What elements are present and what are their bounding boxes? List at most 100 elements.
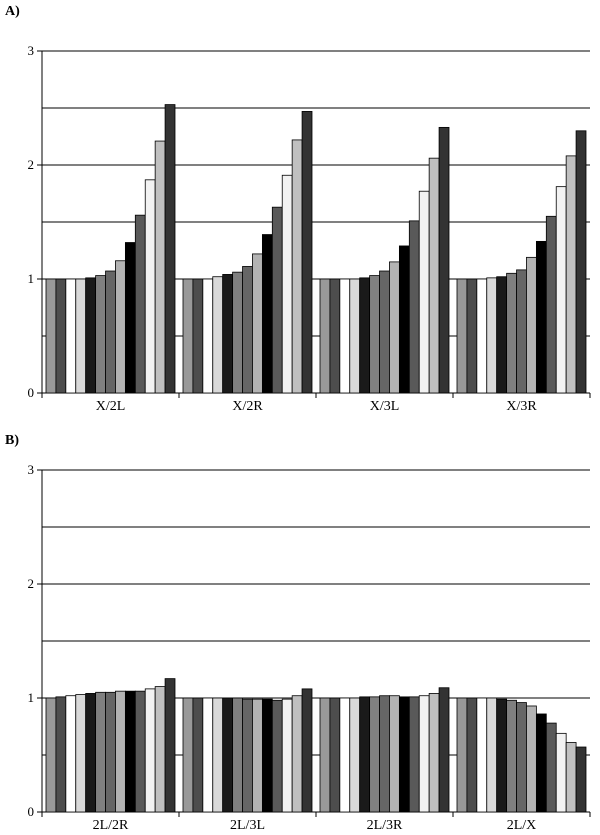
- bar-a-3-7: [526, 256, 537, 394]
- bar-a-0-0: [45, 278, 57, 394]
- bar-b-0-10: [144, 688, 156, 813]
- bar-b-0-12: [164, 678, 176, 813]
- bar-a-1-9: [271, 206, 283, 394]
- bar-a-3-1: [466, 278, 478, 394]
- bar-b-3-7: [526, 705, 537, 813]
- bar-a-1-8: [261, 234, 273, 394]
- bar-a-0-12: [164, 104, 176, 394]
- bar-b-2-8: [398, 696, 410, 813]
- bar-b-0-5: [95, 691, 106, 813]
- bar-b-0-3: [75, 694, 87, 813]
- bar-b-1-9: [271, 699, 283, 813]
- bar-a-1-4: [222, 274, 234, 394]
- category-label-a-3: X/3R: [506, 399, 537, 414]
- bar-a-0-7: [115, 260, 126, 394]
- panel-b-label: B): [5, 433, 19, 448]
- bar-b-0-1: [55, 696, 67, 813]
- bar-a-0-3: [75, 278, 87, 394]
- bar-a-1-6: [242, 266, 253, 394]
- bar-b-3-6: [516, 702, 527, 813]
- bar-b-2-4: [359, 696, 371, 813]
- bar-a-2-5: [369, 275, 380, 394]
- bar-b-0-7: [115, 690, 126, 813]
- bar-a-2-11: [428, 157, 440, 394]
- bar-a-0-9: [134, 214, 146, 394]
- bar-a-2-9: [408, 220, 420, 394]
- bar-b-1-2: [202, 697, 214, 813]
- bar-a-3-4: [496, 276, 508, 394]
- y-tick-label-a-0: 0: [28, 385, 35, 400]
- bar-b-3-3: [486, 697, 498, 813]
- bar-b-0-8: [124, 690, 136, 813]
- bar-b-2-9: [408, 696, 420, 813]
- bar-a-3-5: [506, 272, 517, 394]
- category-label-b-3: 2L/X: [507, 818, 537, 833]
- bar-a-1-10: [281, 174, 293, 394]
- bar-a-1-11: [291, 139, 303, 394]
- bar-b-1-10: [281, 698, 293, 813]
- bar-b-0-2: [65, 695, 77, 813]
- bar-a-1-5: [232, 271, 243, 394]
- bar-a-1-1: [192, 278, 204, 394]
- y-tick-label-a-1: 1: [28, 271, 35, 286]
- bar-a-0-6: [105, 270, 116, 394]
- y-tick-label-b-2: 2: [28, 576, 35, 591]
- bar-b-1-3: [212, 697, 224, 813]
- bar-a-2-10: [418, 190, 430, 394]
- bar-b-2-7: [389, 695, 400, 813]
- bar-a-2-3: [349, 278, 361, 394]
- bar-a-0-11: [154, 140, 166, 394]
- bar-b-1-6: [242, 698, 253, 813]
- category-label-a-0: X/2L: [96, 399, 126, 414]
- bar-a-3-10: [555, 186, 567, 394]
- bar-a-3-12: [575, 130, 587, 394]
- category-label-a-1: X/2R: [232, 399, 263, 414]
- bar-b-3-11: [565, 742, 577, 813]
- bar-b-2-11: [428, 693, 440, 813]
- bar-a-0-4: [85, 277, 97, 394]
- y-tick-label-b-0: 0: [28, 804, 35, 819]
- category-label-a-2: X/3L: [370, 399, 400, 414]
- bar-b-3-4: [496, 698, 508, 813]
- bar-b-1-8: [261, 698, 273, 813]
- bar-b-2-1: [329, 697, 341, 813]
- bar-b-0-9: [134, 690, 146, 813]
- bar-a-3-2: [476, 278, 488, 394]
- bar-a-3-11: [565, 155, 577, 394]
- bar-b-2-12: [438, 687, 450, 813]
- bar-a-2-4: [359, 277, 371, 394]
- bar-a-1-7: [252, 253, 263, 394]
- category-label-b-0: 2L/2R: [93, 818, 129, 833]
- bar-a-0-1: [55, 278, 67, 394]
- bar-b-0-4: [85, 693, 97, 813]
- bar-b-3-8: [535, 713, 547, 813]
- bar-b-3-10: [555, 732, 567, 813]
- bar-b-2-3: [349, 697, 361, 813]
- bar-a-2-2: [339, 278, 351, 394]
- bar-b-3-0: [456, 697, 468, 813]
- bar-b-3-2: [476, 697, 488, 813]
- bar-a-2-6: [379, 270, 390, 394]
- bar-b-0-6: [105, 691, 116, 813]
- bar-b-3-9: [545, 722, 557, 813]
- bar-b-2-2: [339, 697, 351, 813]
- bar-a-0-5: [95, 275, 106, 394]
- y-tick-label-b-3: 3: [28, 462, 35, 477]
- bar-a-3-6: [516, 269, 527, 394]
- bar-b-3-1: [466, 697, 478, 813]
- category-label-b-2: 2L/3R: [367, 818, 403, 833]
- bar-b-1-1: [192, 697, 204, 813]
- bar-a-3-9: [545, 215, 557, 394]
- bar-b-0-0: [45, 697, 57, 813]
- bar-a-0-2: [65, 278, 77, 394]
- bar-a-1-2: [202, 278, 214, 394]
- bar-a-1-12: [301, 111, 313, 394]
- bar-b-3-12: [575, 746, 587, 813]
- bar-b-3-5: [506, 699, 517, 813]
- bar-a-1-3: [212, 276, 224, 394]
- bar-b-2-6: [379, 695, 390, 813]
- y-tick-label-b-1: 1: [28, 690, 35, 705]
- bar-a-1-0: [182, 278, 194, 394]
